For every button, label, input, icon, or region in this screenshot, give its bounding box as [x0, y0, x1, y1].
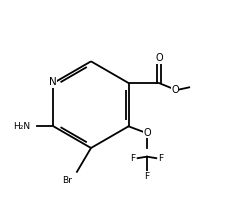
Text: H₂N: H₂N — [14, 122, 31, 131]
Text: F: F — [158, 154, 164, 163]
Text: O: O — [171, 85, 179, 95]
Text: N: N — [48, 77, 56, 87]
Text: Br: Br — [62, 176, 72, 185]
Text: O: O — [143, 128, 151, 138]
Text: F: F — [144, 172, 150, 181]
Text: F: F — [130, 154, 135, 163]
Text: O: O — [155, 53, 163, 63]
